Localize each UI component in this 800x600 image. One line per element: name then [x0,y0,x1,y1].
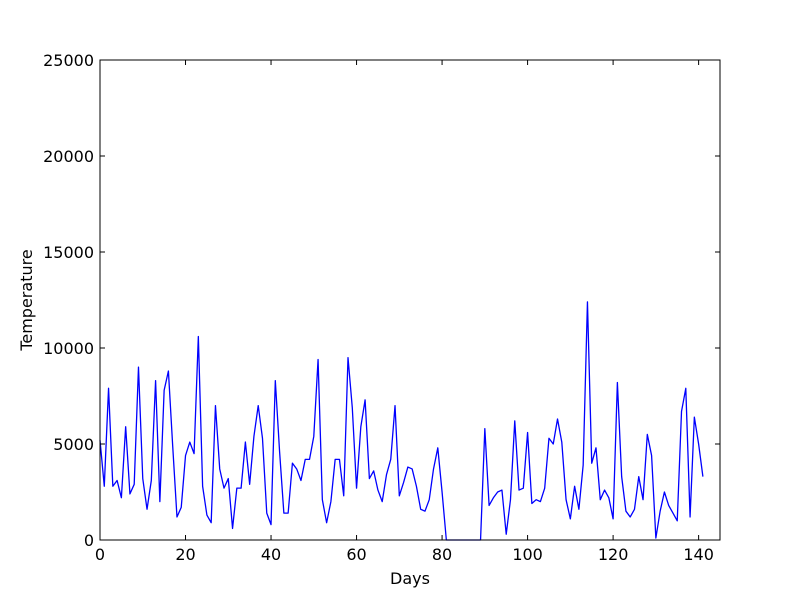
plot-area: 0 20 40 60 80 100 120 140 0 5000 10000 15000 20000 2… [43,51,721,564]
y-tick-label: 15000 [43,243,94,262]
x-tick-label: 0 [95,545,105,564]
plot-frame [99,59,721,541]
x-tick-label: 140 [683,545,714,564]
x-axis: 0 20 40 60 80 100 120 140 [95,60,714,564]
x-tick-label: 60 [346,545,366,564]
y-axis: 0 5000 10000 15000 20000 25000 [43,51,720,550]
x-tick-label: 100 [512,545,543,564]
y-tick-label: 20000 [43,147,94,166]
y-axis-label: Temperature [17,249,36,351]
y-tick-label: 10000 [43,339,94,358]
plot-background [100,60,720,540]
y-tick-label: 0 [84,531,94,550]
x-tick-label: 80 [432,545,452,564]
x-tick-label: 40 [261,545,281,564]
series-layer [99,301,704,541]
y-tick-label: 5000 [53,435,94,454]
y-tick-label: 25000 [43,51,94,70]
series-line [99,301,704,541]
x-axis-label: Days [390,569,430,588]
x-tick-label: 20 [175,545,195,564]
x-tick-label: 120 [598,545,629,564]
